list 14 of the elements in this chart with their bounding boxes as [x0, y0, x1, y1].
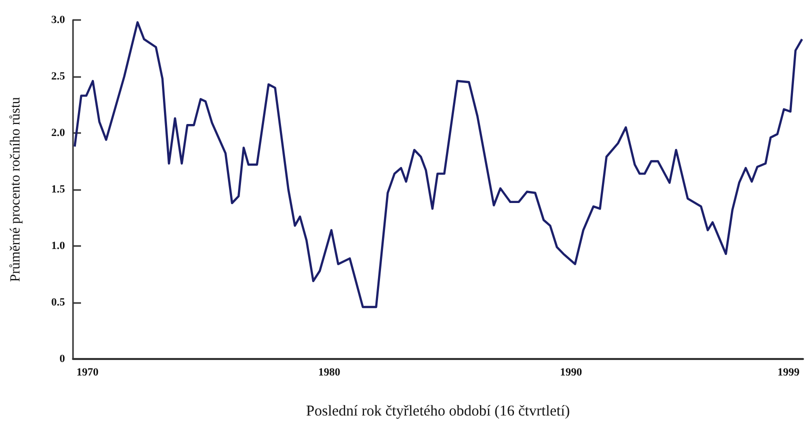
x-tick-label: 1980 [318, 366, 341, 378]
y-tick-label: 1.5 [51, 184, 66, 196]
y-axis-title: Průměrné procento ročního růstu [8, 97, 24, 282]
y-tick-label: 3.0 [51, 14, 66, 26]
y-tick-label: 2.0 [51, 127, 66, 139]
line-series [74, 21, 804, 308]
y-tick-label: 2.5 [51, 70, 66, 82]
x-tick-label: 1999 [777, 366, 800, 378]
x-tick-label: 1990 [560, 366, 582, 378]
y-tick-label: 0.5 [51, 296, 66, 308]
y-tick-label: 0 [60, 353, 66, 365]
x-tick-label: 1970 [76, 366, 100, 378]
x-axis-title: Poslední rok čtyřletého období (16 čtvrtletí) [306, 404, 570, 420]
y-tick-label: 1.0 [51, 240, 66, 252]
